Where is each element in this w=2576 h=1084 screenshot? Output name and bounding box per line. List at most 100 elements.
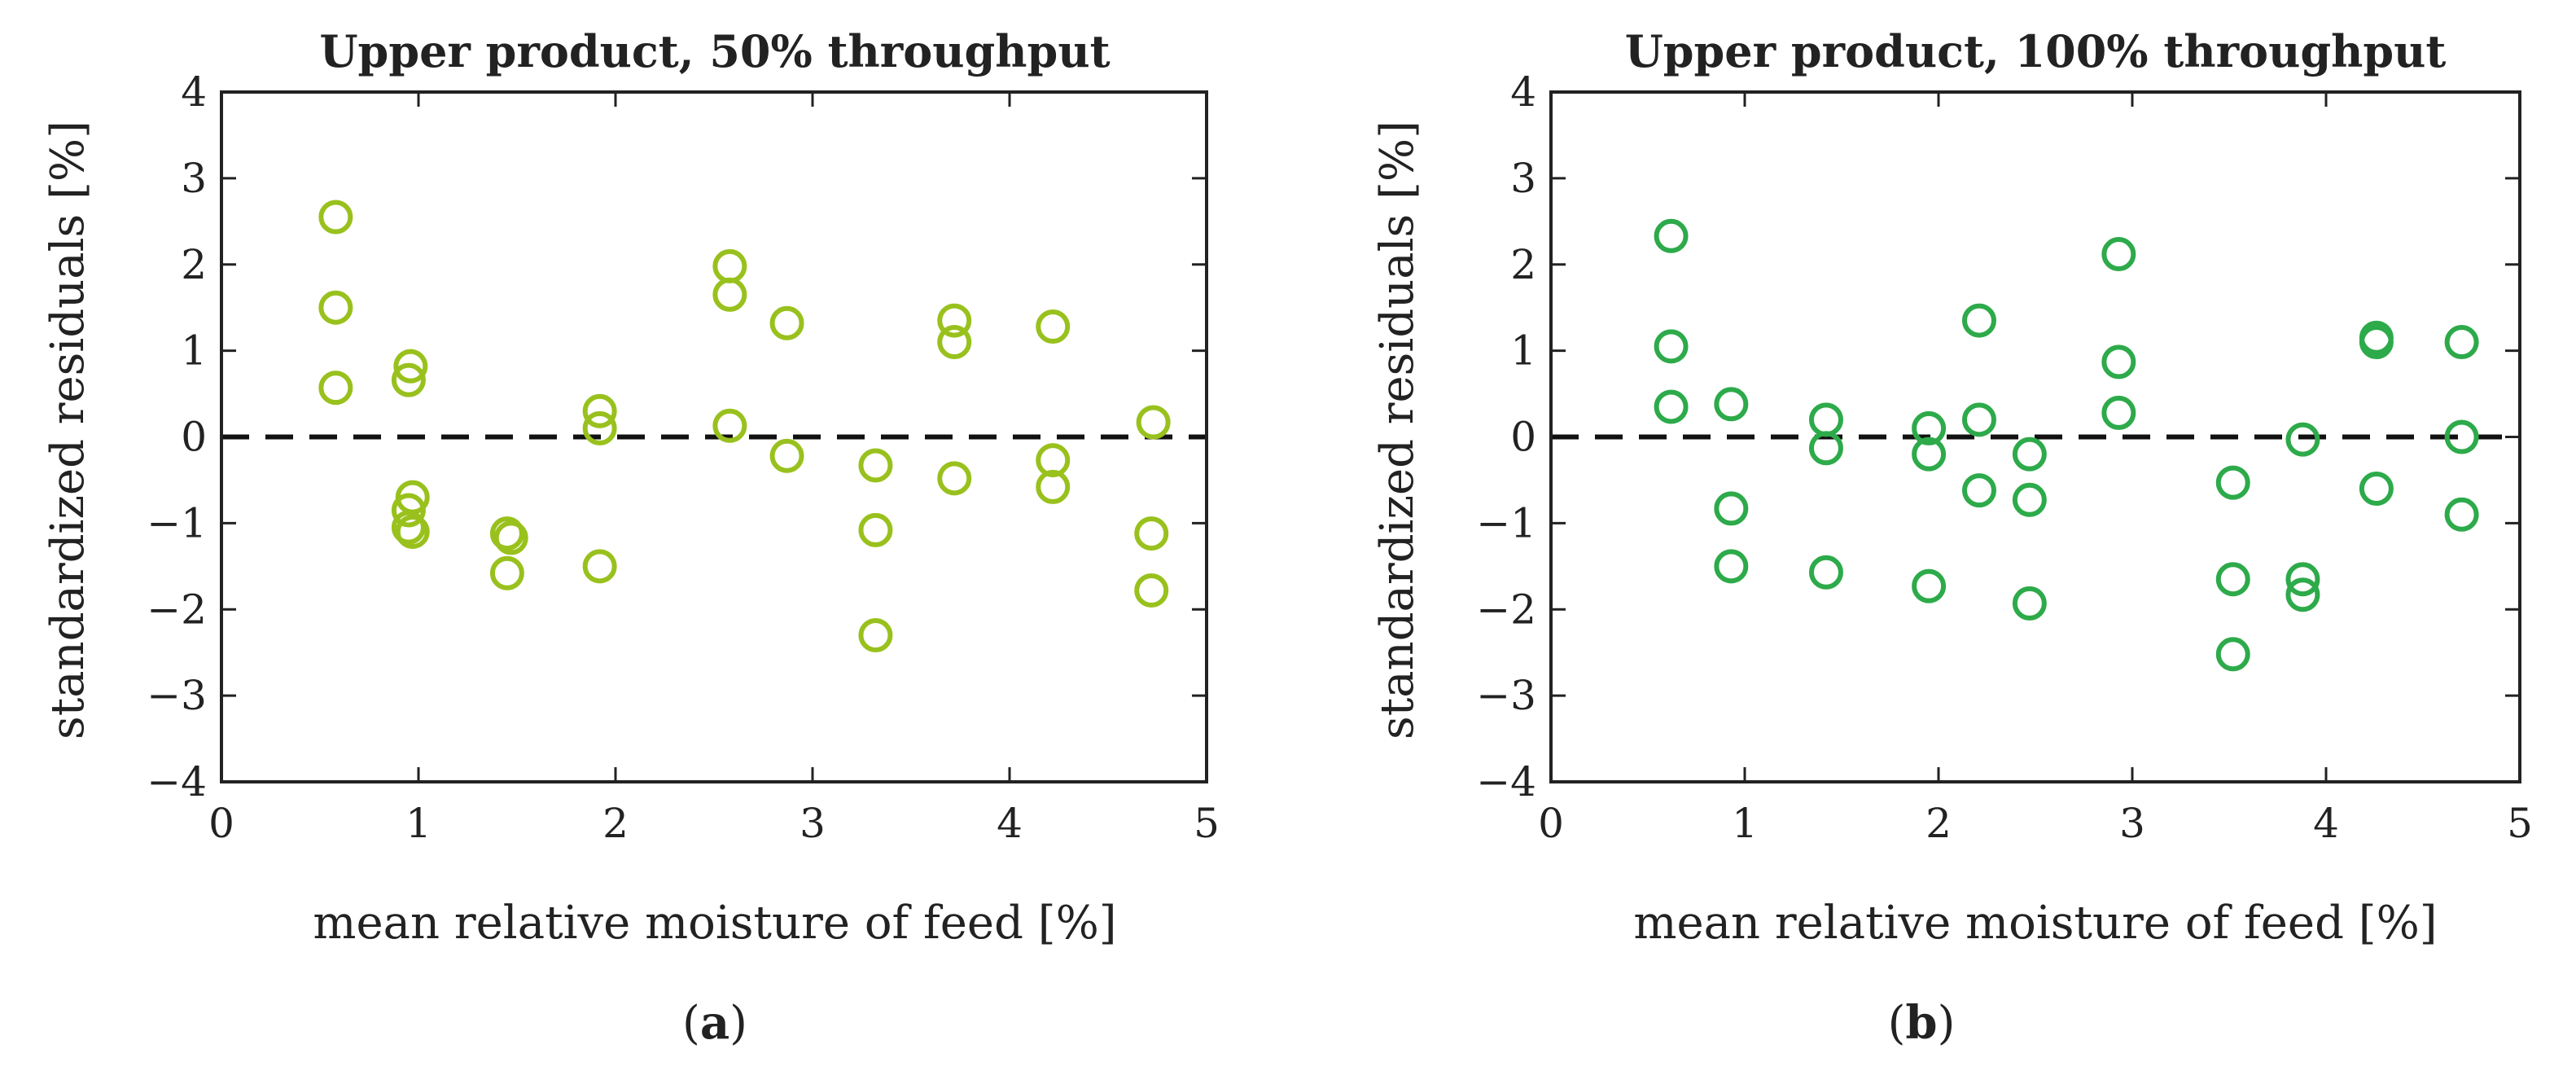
caption-close: ) (729, 997, 747, 1050)
data-points (221, 200, 1207, 653)
data-point (1808, 555, 1843, 590)
ticks: 0 1 2 3 4 5 4 3 2 1 0 −1 −2 −3 −4 (1476, 68, 2533, 847)
data-point (2444, 325, 2479, 360)
data-point (2215, 562, 2250, 597)
y-axis-label: standardized residuals [%] (42, 121, 94, 739)
plot-frame (1549, 90, 2521, 783)
data-point (391, 362, 426, 397)
x-tick-label: 4 (997, 800, 1023, 847)
data-point (2012, 482, 2047, 517)
data-point (1808, 431, 1843, 466)
data-point (395, 514, 430, 549)
y-tick-label: 2 (181, 241, 207, 288)
y-tick-label: −1 (1476, 499, 1536, 546)
panel-b: Upper product, 100% throughput standardi… (1371, 25, 2533, 1050)
y-tick-label: 1 (181, 327, 207, 375)
y-tick-label: 0 (181, 414, 207, 461)
data-point (858, 448, 893, 483)
x-tick-label: 5 (1194, 800, 1220, 847)
y-tick-label: 3 (181, 155, 207, 202)
x-tick-label: 1 (1732, 800, 1758, 847)
caption-letter: b (1905, 996, 1937, 1050)
y-tick-label: −4 (1476, 758, 1536, 805)
x-tick-label: 3 (800, 800, 826, 847)
data-point (1036, 469, 1071, 504)
data-point (2101, 395, 2136, 430)
data-point (1961, 402, 1996, 437)
data-points (1551, 218, 2520, 672)
data-point (1134, 516, 1169, 551)
data-point (1036, 309, 1071, 344)
caption-open: ( (682, 997, 700, 1050)
data-point (712, 277, 747, 312)
y-tick-label: 1 (1510, 327, 1536, 375)
x-tick-label: 0 (1538, 800, 1564, 847)
data-point (2359, 325, 2394, 360)
data-point (1654, 329, 1689, 364)
y-tick-label: 0 (1510, 414, 1536, 461)
data-point (1912, 437, 1947, 472)
data-point (1714, 549, 1749, 584)
panel-caption: (a) (682, 996, 747, 1050)
y-tick-label: 2 (1510, 241, 1536, 288)
x-axis-label: mean relative moisture of feed [%] (1633, 897, 2437, 950)
data-point (391, 510, 426, 545)
data-point (937, 461, 972, 496)
data-point (2285, 422, 2320, 457)
x-tick-label: 5 (2507, 800, 2533, 847)
y-tick-label: −3 (1476, 672, 1536, 719)
data-point (1654, 389, 1689, 424)
y-tick-label: −3 (147, 672, 207, 719)
caption-close: ) (1938, 997, 1956, 1050)
data-point (318, 290, 353, 325)
data-point (1961, 473, 1996, 508)
y-tick-label: 4 (181, 68, 207, 116)
plot-frame (220, 90, 1208, 783)
data-point (2285, 562, 2320, 597)
x-tick-label: 0 (208, 800, 234, 847)
data-point (937, 325, 972, 360)
data-point (489, 516, 524, 551)
data-point (1654, 218, 1689, 253)
chart-title: Upper product, 100% throughput (1625, 25, 2447, 77)
data-point (937, 303, 972, 338)
x-axis-label: mean relative moisture of feed [%] (313, 897, 1116, 950)
data-point (2101, 345, 2136, 380)
data-point (318, 371, 353, 406)
x-tick-label: 1 (405, 800, 432, 847)
data-point (2215, 637, 2250, 672)
data-point (489, 555, 524, 590)
data-point (1134, 573, 1169, 608)
data-point (1036, 443, 1071, 478)
data-point (1136, 405, 1171, 440)
data-point (1808, 402, 1843, 437)
chart-title: Upper product, 50% throughput (319, 25, 1110, 77)
y-tick-label: −2 (1476, 586, 1536, 633)
data-point (1714, 491, 1749, 526)
y-axis-label: standardized residuals [%] (1371, 121, 1424, 739)
data-point (769, 305, 804, 340)
data-point (769, 438, 804, 473)
data-point (858, 512, 893, 547)
data-point (2359, 472, 2394, 507)
data-point (858, 618, 893, 653)
data-point (582, 393, 617, 428)
data-point (582, 549, 617, 584)
data-point (712, 248, 747, 283)
data-point (1714, 387, 1749, 422)
data-point (493, 520, 528, 555)
panel-caption: (b) (1888, 996, 1956, 1050)
data-point (2012, 586, 2047, 621)
ticks: 0 1 2 3 4 5 4 3 2 1 0 −1 −2 −3 −4 (147, 68, 1220, 847)
data-point (2012, 437, 2047, 472)
panel-a: Upper product, 50% throughput standardiz… (42, 25, 1220, 1050)
y-tick-label: −4 (147, 758, 207, 805)
y-tick-label: −2 (147, 586, 207, 633)
x-tick-label: 2 (602, 800, 629, 847)
y-tick-label: 4 (1510, 68, 1536, 116)
x-tick-label: 2 (1925, 800, 1952, 847)
y-tick-label: −1 (147, 499, 207, 546)
data-point (2444, 419, 2479, 454)
data-point (393, 349, 428, 384)
